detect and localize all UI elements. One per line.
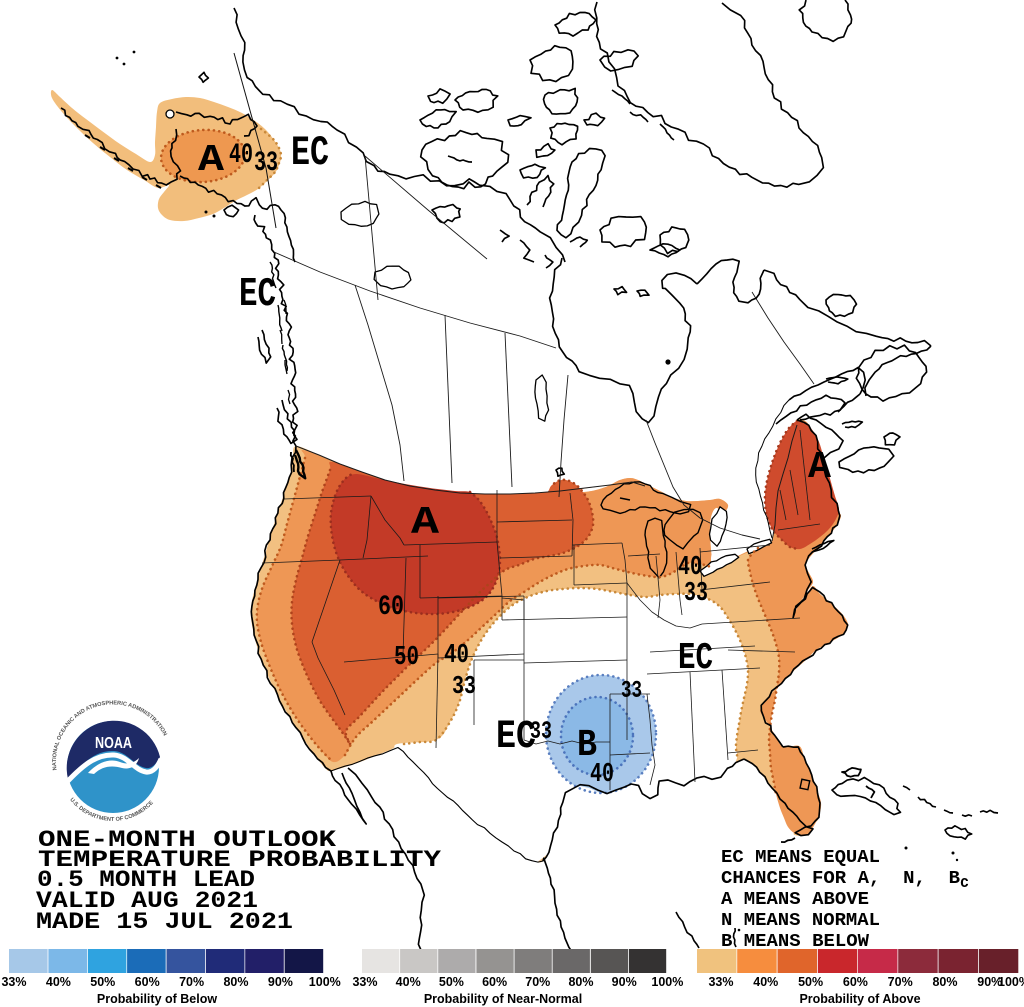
svg-text:N MEANS NORMAL: N MEANS NORMAL [721,911,880,931]
svg-text:33%: 33% [1,975,26,989]
svg-text:60: 60 [378,592,404,623]
svg-text:33: 33 [530,717,552,746]
svg-text:40: 40 [229,140,253,171]
svg-text:70%: 70% [179,975,204,989]
svg-text:EC MEANS EQUAL: EC MEANS EQUAL [721,848,880,868]
svg-text:VALID AUG 2021: VALID AUG 2021 [36,888,258,914]
svg-text:40%: 40% [396,975,421,989]
svg-text:33: 33 [621,678,642,705]
svg-text:90%: 90% [977,975,1002,989]
svg-text:EC: EC [678,637,713,680]
svg-text:40: 40 [678,553,702,583]
svg-text:A: A [808,446,831,489]
svg-text:40: 40 [444,641,469,671]
svg-text:33%: 33% [352,975,377,989]
svg-text:Probability of Below: Probability of Below [97,992,217,1006]
svg-text:60%: 60% [843,975,868,989]
svg-text:EC: EC [291,129,329,177]
svg-text:100%: 100% [998,975,1024,989]
svg-text:A MEANS ABOVE: A MEANS ABOVE [721,890,869,910]
svg-text:70%: 70% [525,975,550,989]
svg-text:MADE 15 JUL 2021: MADE 15 JUL 2021 [36,909,293,935]
svg-text:33%: 33% [708,975,733,989]
svg-text:60%: 60% [482,975,507,989]
svg-text:33: 33 [684,579,708,609]
svg-text:100%: 100% [309,975,341,989]
svg-text:40%: 40% [46,975,71,989]
svg-text:Probability of Above: Probability of Above [799,992,920,1006]
svg-text:33: 33 [254,148,278,179]
svg-text:33: 33 [452,671,476,701]
svg-text:70%: 70% [888,975,913,989]
svg-text:EC: EC [496,715,536,760]
svg-text:80%: 80% [223,975,248,989]
svg-text:40%: 40% [753,975,778,989]
svg-text:80%: 80% [932,975,957,989]
svg-text:50: 50 [394,643,419,673]
svg-text:40: 40 [590,760,614,790]
svg-text:60%: 60% [135,975,160,989]
svg-text:NOAA: NOAA [95,735,132,752]
svg-text:50%: 50% [798,975,823,989]
svg-text:ONE-MONTH OUTLOOK: ONE-MONTH OUTLOOK [38,827,336,853]
svg-text:EC: EC [239,272,276,318]
svg-text:A: A [411,501,440,545]
svg-text:50%: 50% [90,975,115,989]
svg-text:100%: 100% [651,975,683,989]
svg-text:Probability of Near-Normal: Probability of Near-Normal [424,992,582,1006]
svg-text:80%: 80% [568,975,593,989]
svg-text:50%: 50% [439,975,464,989]
svg-text:0.5 MONTH LEAD: 0.5 MONTH LEAD [37,867,255,893]
svg-text:A: A [198,139,224,182]
svg-text:c: c [960,874,969,893]
svg-text:90%: 90% [268,975,293,989]
svg-text:CHANCES FOR A, N, B: CHANCES FOR A, N, B [721,869,960,889]
svg-text:B: B [577,724,597,767]
svg-text:90%: 90% [612,975,637,989]
svg-text:B MEANS BELOW: B MEANS BELOW [721,932,869,952]
svg-text:TEMPERATURE PROBABILITY: TEMPERATURE PROBABILITY [38,847,441,873]
